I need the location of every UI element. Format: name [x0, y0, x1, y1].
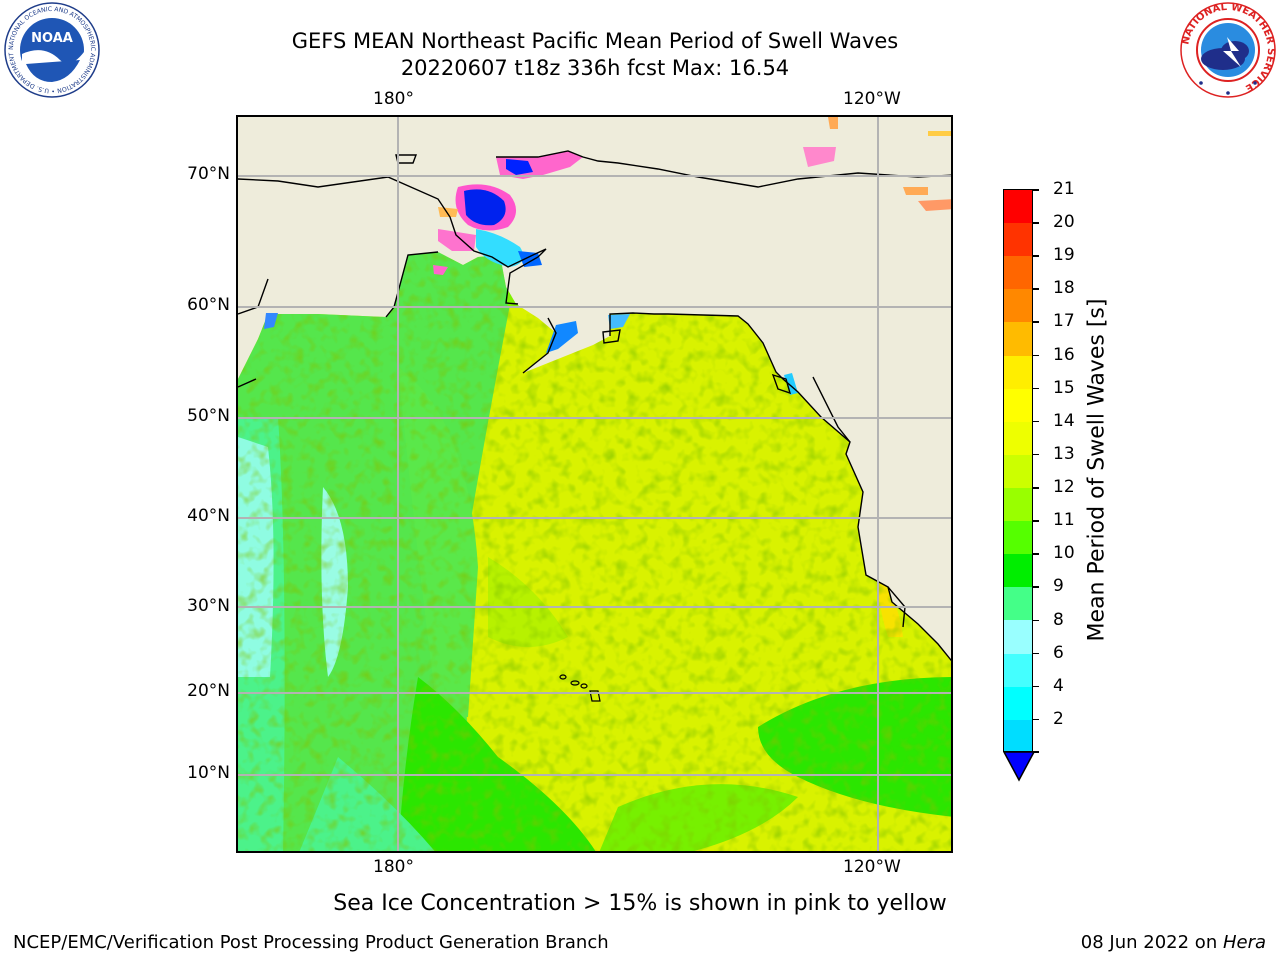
colorbar-tick-label: 21	[1053, 179, 1075, 199]
lat-tick-30n: 30°N	[187, 596, 230, 616]
nws-logo: NATIONAL WEATHER SERVICE	[1179, 1, 1277, 99]
colorbar-tick-mark	[1033, 751, 1039, 753]
colorbar-tick-mark	[1033, 189, 1039, 191]
colorbar-segment	[1004, 190, 1032, 224]
colorbar-tick-label: 11	[1053, 510, 1075, 531]
map-panel	[236, 115, 953, 853]
colorbar-extend-arrow	[1002, 751, 1036, 787]
colorbar-segment	[1004, 719, 1032, 751]
colorbar-tick-mark	[1033, 619, 1039, 622]
colorbar-tick-mark	[1033, 453, 1039, 456]
colorbar-segment	[1004, 421, 1032, 455]
colorbar-label: Mean Period of Swell Waves [s]	[1084, 298, 1110, 642]
lon-tick-bottom-180: 180°	[373, 857, 414, 877]
colorbar-tick-label: 13	[1053, 443, 1075, 464]
colorbar-tick-mark	[1033, 420, 1039, 423]
colorbar-tick-mark	[1033, 718, 1039, 721]
colorbar-tick-label: 6	[1053, 642, 1064, 663]
colorbar-tick-label: 17	[1053, 311, 1075, 332]
sea-ice-patches	[264, 117, 951, 395]
colorbar-tick-mark	[1033, 354, 1039, 357]
footer-date: 08 Jun 2022 on Hera	[1081, 932, 1266, 953]
lat-tick-60n: 60°N	[187, 295, 230, 315]
colorbar-tick-label: 10	[1053, 543, 1075, 564]
colorbar-tick-mark	[1033, 652, 1039, 655]
colorbar-tick-label: 16	[1053, 344, 1075, 365]
colorbar-tick-mark	[1033, 586, 1039, 588]
lat-tick-50n: 50°N	[187, 406, 230, 426]
lat-tick-40n: 40°N	[187, 506, 230, 526]
lat-tick-20n: 20°N	[187, 681, 230, 701]
colorbar-tick-mark	[1033, 520, 1039, 522]
colorbar-tick-label: 15	[1053, 377, 1075, 398]
chart-title-line2: 20220607 t18z 336h fcst Max: 16.54	[400, 56, 790, 80]
footer-date-text: 08 Jun 2022 on	[1080, 932, 1223, 953]
colorbar-tick-label: 8	[1053, 609, 1064, 630]
colorbar-segment	[1004, 322, 1032, 356]
colorbar-tick-label: 20	[1053, 212, 1075, 233]
map-canvas	[238, 117, 951, 851]
colorbar-tick-mark	[1033, 222, 1039, 224]
colorbar-tick-mark	[1033, 685, 1039, 688]
colorbar-tick-mark	[1033, 321, 1039, 323]
colorbar-segment	[1004, 256, 1032, 290]
hawaii-islands	[559, 674, 601, 702]
colorbar-segment	[1004, 521, 1032, 555]
colorbar-segment	[1004, 289, 1032, 323]
colorbar-tick-label: 12	[1053, 477, 1075, 498]
colorbar-segment	[1004, 653, 1032, 687]
colorbar-segment	[1004, 454, 1032, 488]
colorbar-tick-label: 19	[1053, 245, 1075, 266]
colorbar-segment	[1004, 587, 1032, 621]
lon-tick-top-120w: 120°W	[843, 89, 901, 109]
colorbar-tick-label: 9	[1053, 576, 1064, 597]
colorbar-tick-label: 2	[1053, 708, 1064, 729]
noaa-logo: NATIONAL OCEANIC AND ATMOSPHERIC ADMINIS…	[1, 0, 100, 98]
lon-tick-bottom-120w: 120°W	[843, 857, 901, 877]
colorbar-tick-label: 4	[1053, 675, 1064, 696]
colorbar-tick-mark	[1033, 553, 1039, 555]
colorbar-tick-mark	[1033, 487, 1039, 489]
colorbar-tick-label: 14	[1053, 410, 1075, 431]
sea-ice-note: Sea Ice Concentration > 15% is shown in …	[333, 891, 947, 916]
colorbar-segment	[1004, 686, 1032, 720]
footer-host: Hera	[1222, 932, 1266, 953]
colorbar-segment	[1004, 355, 1032, 389]
chart-title-line1: GEFS MEAN Northeast Pacific Mean Period …	[291, 29, 899, 53]
colorbar-tick-mark	[1033, 387, 1039, 390]
colorbar-tick-mark	[1033, 288, 1039, 290]
colorbar-tick-mark	[1033, 255, 1039, 257]
colorbar-segment	[1004, 554, 1032, 588]
colorbar-segment	[1004, 620, 1032, 654]
lat-tick-70n: 70°N	[187, 164, 230, 184]
colorbar	[1003, 189, 1033, 752]
graticule	[238, 117, 951, 851]
footer-credit: NCEP/EMC/Verification Post Processing Pr…	[13, 932, 609, 953]
colorbar-segment	[1004, 388, 1032, 422]
colorbar-segment	[1004, 487, 1032, 522]
lon-tick-top-180: 180°	[373, 89, 414, 109]
noaa-logo-text: NOAA	[31, 31, 73, 46]
colorbar-segment	[1004, 223, 1032, 257]
lat-tick-10n: 10°N	[187, 763, 230, 783]
colorbar-tick-label: 18	[1053, 278, 1075, 299]
